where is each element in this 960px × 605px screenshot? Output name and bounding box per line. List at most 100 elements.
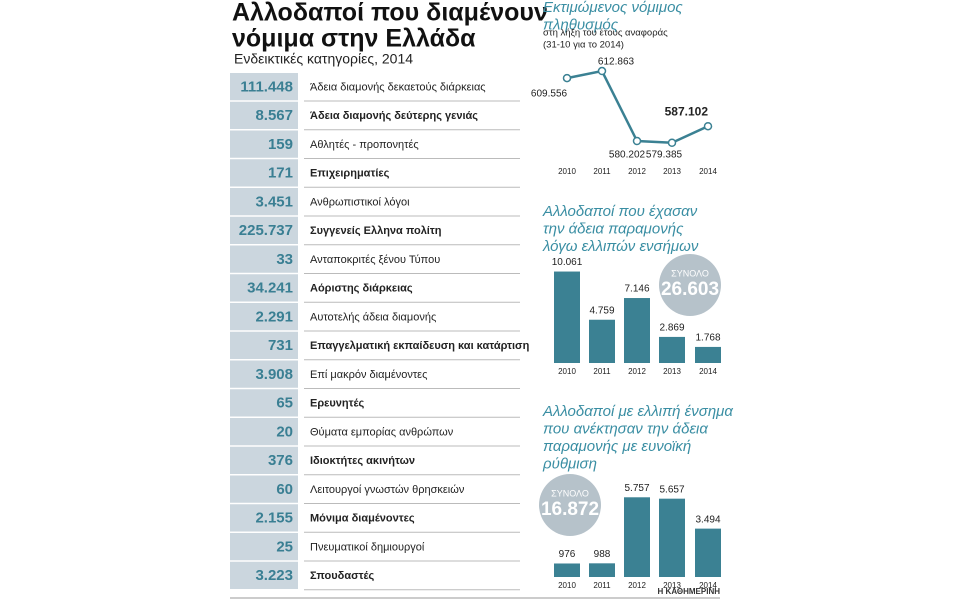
number-cell xyxy=(230,446,298,474)
bar xyxy=(554,563,580,577)
chart-subtitle: στη λήξη του έτους αναφοράς xyxy=(543,28,668,39)
x-tick-label: 2011 xyxy=(593,367,611,376)
chart-title: παραμονής με ευνοϊκή xyxy=(543,438,691,455)
x-tick-label: 2014 xyxy=(699,167,717,176)
value-label: 4.759 xyxy=(589,305,614,316)
category: Συγγενείς Ελληνα πολίτη xyxy=(310,225,442,237)
number: 34.241 xyxy=(247,280,293,297)
chart-title: πληθυσμός xyxy=(543,16,619,33)
number-cell xyxy=(230,303,298,331)
category: Αθλητές - προπονητές xyxy=(310,139,419,151)
chart-title: Εκτιμώμενος νόμιμος xyxy=(543,0,683,16)
category: Επιχειρηματίες xyxy=(310,168,390,180)
category: Μόνιμα διαμένοντες xyxy=(310,513,415,525)
chart-title: Αλλοδαποί που έχασαν xyxy=(542,203,698,220)
value-label: 988 xyxy=(594,549,611,560)
number-cell xyxy=(230,101,298,129)
point xyxy=(562,73,572,83)
title-line: νόμιμα στην Ελλάδα xyxy=(232,25,476,53)
bar xyxy=(589,563,615,577)
number-cell xyxy=(230,389,298,417)
number-cell xyxy=(230,331,298,359)
category: Σπουδαστές xyxy=(310,570,374,582)
value-label: 2.869 xyxy=(659,323,684,334)
number-cell xyxy=(230,159,298,187)
value-label: 5.657 xyxy=(659,484,684,495)
chart-title: ρύθμιση xyxy=(542,455,597,472)
number: 3.908 xyxy=(255,366,293,383)
x-tick-label: 2013 xyxy=(663,167,681,176)
number: 25 xyxy=(276,538,293,555)
number: 111.448 xyxy=(240,78,293,95)
point xyxy=(597,66,607,76)
value-label: 5.757 xyxy=(624,483,649,494)
number: 2.291 xyxy=(255,308,293,325)
category: Λειτουργοί γνωστών θρησκειών xyxy=(310,484,465,496)
number-cell xyxy=(230,216,298,244)
category: Ανταποκριτές ξένου Τύπου xyxy=(310,254,440,266)
point xyxy=(667,138,677,147)
value-label: 587.102 xyxy=(665,104,709,118)
bar xyxy=(659,498,685,577)
chart-title: που ανέκτησαν την άδεια xyxy=(543,420,708,437)
category: Αυτοτελής άδεια διαμονής xyxy=(310,311,436,323)
number: 159 xyxy=(268,136,293,153)
bar xyxy=(695,528,721,577)
category: Πνευματικοί δημιουργοί xyxy=(310,541,425,553)
x-tick-label: 2013 xyxy=(663,581,681,590)
x-tick-label: 2010 xyxy=(558,581,576,590)
total-value: 26.603 xyxy=(661,279,719,300)
title-line: Αλλοδαποί που διαμένουν xyxy=(232,0,548,27)
category: Αόριστης διάρκειας xyxy=(310,283,413,295)
value-label: 579.385 xyxy=(646,149,683,160)
chart-title: την άδεια παραμονής xyxy=(543,220,684,237)
x-tick-label: 2010 xyxy=(558,367,576,376)
category: Ερευνητές xyxy=(310,398,364,410)
number: 60 xyxy=(276,481,293,498)
x-tick-label: 2014 xyxy=(699,581,717,590)
number: 3.451 xyxy=(255,193,293,210)
x-tick-label: 2013 xyxy=(663,367,681,376)
total-label: ΣΥΝΟΛΟ xyxy=(551,488,589,498)
number: 8.567 xyxy=(255,107,293,124)
category: Επαγγελματική εκπαίδευση και κατάρτιση xyxy=(310,340,530,352)
number-cell xyxy=(230,245,298,273)
total-badge xyxy=(659,254,721,316)
category: Ιδιοκτήτες ακινήτων xyxy=(310,455,415,467)
chart-title: λόγω ελλιπών ενσήμων xyxy=(542,238,699,255)
value-label: 976 xyxy=(559,549,576,560)
bar xyxy=(695,346,721,363)
footer: Η ΚΑΘΗΜΕΡΙΝΗ xyxy=(658,587,721,596)
number: 2.155 xyxy=(255,510,293,527)
value-label: 1.768 xyxy=(695,333,720,344)
category: Επί μακρόν διαμένοντες xyxy=(310,369,427,381)
number: 33 xyxy=(276,251,293,268)
chart-subtitle: (31-10 για το 2014) xyxy=(543,40,624,51)
number-cell xyxy=(230,73,298,101)
number: 376 xyxy=(268,452,293,469)
value-label: 612.863 xyxy=(598,57,635,68)
number-cell xyxy=(230,360,298,388)
category: Θύματα εμπορίας ανθρώπων xyxy=(310,426,454,438)
value-label: 7.146 xyxy=(624,284,649,295)
number-cell xyxy=(230,504,298,532)
value-label: 580.202 xyxy=(609,150,646,161)
value-label: 3.494 xyxy=(695,514,720,525)
bar xyxy=(589,319,615,363)
number: 20 xyxy=(276,423,293,440)
number: 731 xyxy=(268,337,293,354)
bar xyxy=(659,336,685,363)
number: 3.223 xyxy=(255,567,293,584)
category: Ανθρωπιστικοί λόγοι xyxy=(310,196,410,208)
chart-title: Αλλοδαποί με ελλιπή ένσημα xyxy=(542,403,733,420)
total-value: 16.872 xyxy=(541,499,599,520)
number-cell xyxy=(230,188,298,216)
value-label: 609.556 xyxy=(531,89,568,100)
subtitle: Ενδεικτικές κατηγορίες, 2014 xyxy=(234,51,413,67)
value-label: 10.061 xyxy=(552,257,583,268)
number: 171 xyxy=(268,165,293,182)
point xyxy=(703,121,713,131)
point xyxy=(632,136,642,146)
